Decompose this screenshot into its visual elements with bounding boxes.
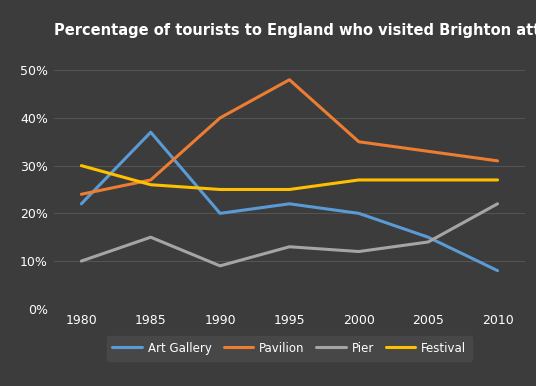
Pavilion [78,192,85,196]
Line: Pier: Pier [81,204,497,266]
Art Gallery [78,201,85,206]
Pavilion [147,178,154,182]
Festival [286,187,293,192]
Pavilion [286,78,293,82]
Pier [217,264,224,268]
Pier [286,244,293,249]
Art Gallery [147,130,154,135]
Art Gallery [425,235,431,240]
Line: Festival: Festival [81,166,497,190]
Pier [147,235,154,240]
Line: Art Gallery: Art Gallery [81,132,497,271]
Festival [147,183,154,187]
Festival [355,178,362,182]
Pier [494,201,501,206]
Pier [78,259,85,263]
Festival [217,187,224,192]
Pavilion [425,149,431,154]
Pier [355,249,362,254]
Art Gallery [355,211,362,216]
Festival [425,178,431,182]
Legend: Art Gallery, Pavilion, Pier, Festival: Art Gallery, Pavilion, Pier, Festival [107,336,472,361]
Line: Pavilion: Pavilion [81,80,497,194]
Text: Percentage of tourists to England who visited Brighton attractions: Percentage of tourists to England who vi… [54,23,536,38]
Festival [78,163,85,168]
Pavilion [355,139,362,144]
Pavilion [217,115,224,120]
Festival [494,178,501,182]
Art Gallery [494,268,501,273]
Pavilion [494,159,501,163]
Art Gallery [217,211,224,216]
Art Gallery [286,201,293,206]
Pier [425,240,431,244]
